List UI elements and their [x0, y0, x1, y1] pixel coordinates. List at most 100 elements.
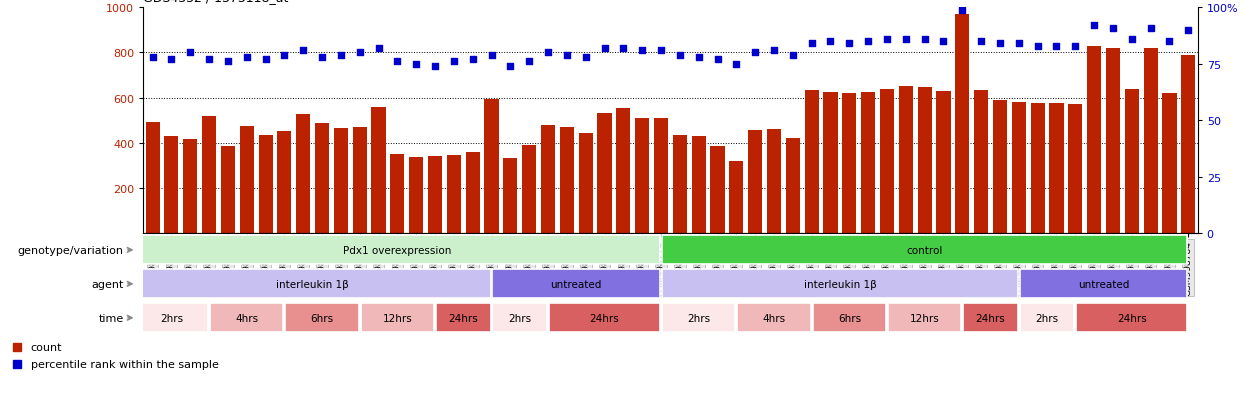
Bar	[146, 123, 159, 233]
Bar	[183, 140, 197, 233]
Point	[387, 59, 407, 66]
Point	[1159, 39, 1179, 45]
Point	[952, 7, 972, 14]
Bar	[493, 304, 547, 332]
Text: 2hrs: 2hrs	[1036, 313, 1058, 323]
Text: 6hrs: 6hrs	[310, 313, 334, 323]
Bar	[391, 154, 405, 233]
Point	[557, 52, 576, 59]
Point	[1122, 36, 1142, 43]
Bar	[285, 304, 359, 332]
Point	[575, 55, 595, 61]
Point	[331, 52, 351, 59]
Text: 6hrs: 6hrs	[838, 313, 860, 323]
Point	[971, 39, 991, 45]
Point	[255, 57, 275, 63]
Bar	[955, 15, 970, 233]
Bar	[936, 92, 950, 233]
Point	[218, 59, 238, 66]
Point	[199, 57, 219, 63]
Bar	[371, 107, 386, 233]
Bar	[786, 139, 799, 233]
Text: 24hrs: 24hrs	[976, 313, 1006, 323]
Bar	[1068, 105, 1082, 233]
Bar	[1031, 104, 1045, 233]
Bar	[862, 93, 875, 233]
Text: GDS4332 / 1373118_at: GDS4332 / 1373118_at	[143, 0, 289, 4]
Point	[538, 50, 558, 57]
Text: Pdx1 overexpression: Pdx1 overexpression	[344, 245, 452, 255]
Point	[802, 41, 822, 47]
Bar	[737, 304, 810, 332]
Point	[746, 50, 766, 57]
Point	[463, 57, 483, 63]
Point	[1066, 43, 1086, 50]
Bar	[899, 87, 913, 233]
Text: 4hrs: 4hrs	[235, 313, 258, 323]
Text: percentile rank within the sample: percentile rank within the sample	[31, 359, 219, 369]
Bar	[654, 119, 669, 233]
Bar	[447, 156, 461, 233]
Point	[934, 39, 954, 45]
Bar	[278, 132, 291, 233]
Bar	[484, 100, 498, 233]
Bar	[662, 270, 1018, 299]
Point	[369, 45, 388, 52]
Bar	[410, 158, 423, 233]
Text: agent: agent	[91, 279, 123, 289]
Text: genotype/variation: genotype/variation	[17, 245, 123, 255]
Bar	[352, 128, 367, 233]
Text: 4hrs: 4hrs	[762, 313, 786, 323]
Point	[614, 45, 634, 52]
Text: count: count	[31, 342, 62, 352]
Point	[820, 39, 840, 45]
Point	[425, 64, 444, 70]
Point	[482, 52, 502, 59]
Bar	[813, 304, 886, 332]
Text: 24hrs: 24hrs	[448, 313, 478, 323]
Bar	[134, 270, 491, 299]
Bar	[692, 137, 706, 233]
Point	[1084, 23, 1104, 30]
Text: 24hrs: 24hrs	[1117, 313, 1147, 323]
Bar	[1020, 304, 1074, 332]
Bar	[334, 129, 347, 233]
Bar	[428, 157, 442, 233]
Bar	[711, 147, 725, 233]
Point	[670, 52, 690, 59]
Bar	[994, 100, 1007, 233]
Bar	[1124, 89, 1139, 233]
Bar	[748, 131, 762, 233]
Point	[274, 52, 294, 59]
Point	[651, 48, 671, 55]
Text: interleukin 1β: interleukin 1β	[276, 279, 349, 289]
Bar	[974, 90, 989, 233]
Bar	[804, 90, 819, 233]
Text: 12hrs: 12hrs	[910, 313, 940, 323]
Point	[783, 52, 803, 59]
Text: untreated: untreated	[1078, 279, 1129, 289]
Bar	[918, 88, 931, 233]
Bar	[767, 130, 781, 233]
Bar	[662, 236, 1188, 265]
Bar	[1163, 94, 1177, 233]
Bar	[542, 125, 555, 233]
Point	[595, 45, 615, 52]
Point	[839, 41, 859, 47]
Text: 24hrs: 24hrs	[590, 313, 620, 323]
Bar	[361, 304, 435, 332]
Bar	[730, 161, 743, 233]
Point	[143, 55, 163, 61]
Bar	[259, 135, 273, 233]
Point	[1008, 41, 1028, 47]
Point	[350, 50, 370, 57]
Bar	[823, 93, 838, 233]
Bar	[134, 236, 660, 265]
Text: control: control	[906, 245, 942, 255]
Bar	[1020, 270, 1188, 299]
Bar	[1144, 49, 1158, 233]
Bar	[1012, 103, 1026, 233]
Bar	[598, 114, 611, 233]
Point	[858, 39, 878, 45]
Point	[406, 61, 426, 68]
